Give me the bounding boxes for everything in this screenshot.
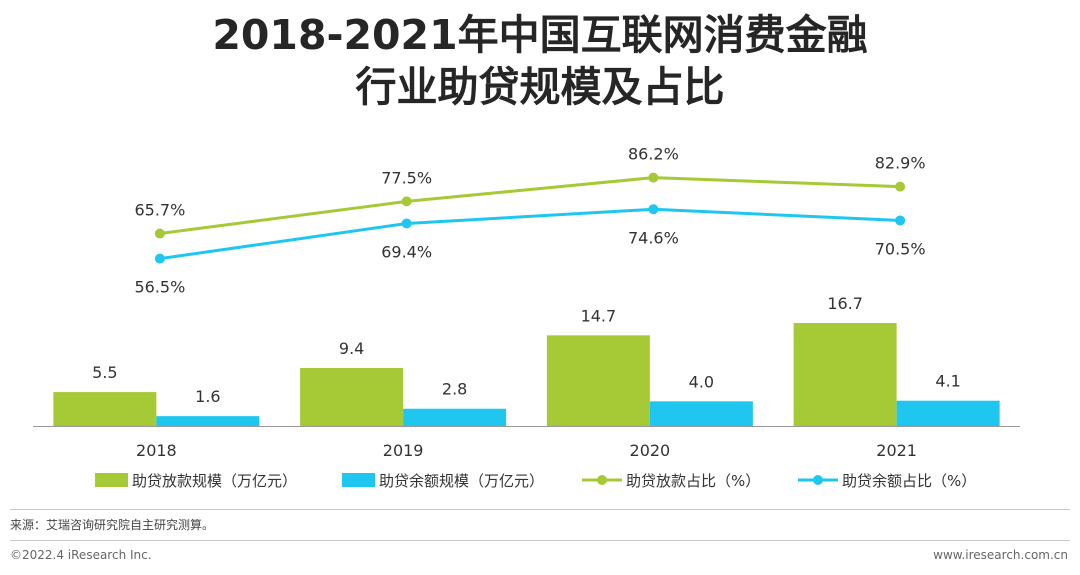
bar-loan-2018 <box>53 392 157 426</box>
bar-value-label-balance-2020: 4.0 <box>689 372 714 391</box>
line-value-label-loan-share-2018: 65.7% <box>134 201 185 220</box>
line-point-balance-share-2019 <box>401 218 412 229</box>
line-value-label-balance-share-2021: 70.5% <box>875 239 926 258</box>
line-point-loan-share-2018 <box>154 228 165 239</box>
divider-top <box>10 509 1070 510</box>
legend-swatch-2 <box>342 473 375 487</box>
bar-loan-2020 <box>546 335 650 426</box>
bar-value-label-loan-2020: 14.7 <box>581 306 617 325</box>
bar-value-label-balance-2018: 1.6 <box>195 387 220 406</box>
legend-label-1: 助贷放款规模（万亿元） <box>132 472 297 490</box>
line-value-label-balance-share-2018: 56.5% <box>134 278 185 297</box>
website-link[interactable]: www.iresearch.com.cn <box>933 548 1068 562</box>
bar-value-label-loan-2018: 5.5 <box>92 363 117 382</box>
legend-label-2: 助贷余额规模（万亿元） <box>379 472 544 490</box>
chart-canvas: 5.5 1.6 2018 9.4 2.8 2019 14.7 4.0 2020 16.7 4.1 20… <box>33 145 1020 490</box>
bar-loan-2019 <box>300 368 404 426</box>
line-point-loan-share-2021 <box>895 181 906 192</box>
line-value-label-balance-share-2020: 74.6% <box>628 228 679 247</box>
bar-balance-2021 <box>896 400 1000 426</box>
bar-balance-2020 <box>649 401 753 426</box>
bar-balance-2018 <box>156 416 260 426</box>
line-value-label-loan-share-2021: 82.9% <box>875 154 926 173</box>
chart-title-line-2: 行业助贷规模及占比 <box>355 63 725 111</box>
bar-value-label-loan-2019: 9.4 <box>339 339 364 358</box>
bar-value-label-loan-2021: 16.7 <box>827 294 863 313</box>
bar-loan-2021 <box>793 323 897 426</box>
legend-label-3: 助贷放款占比（%） <box>626 472 760 490</box>
bar-value-label-balance-2021: 4.1 <box>935 372 960 391</box>
divider-bottom <box>10 540 1070 541</box>
x-tick-label-2021: 2021 <box>876 441 917 460</box>
copyright: ©2022.4 iResearch Inc. <box>10 548 152 562</box>
bar-balance-2019 <box>403 408 507 426</box>
line-point-balance-share-2021 <box>895 215 906 226</box>
legend-marker-3 <box>597 475 607 485</box>
line-value-label-loan-share-2019: 77.5% <box>381 168 432 187</box>
bar-value-label-balance-2019: 2.8 <box>442 380 467 399</box>
line-point-loan-share-2020 <box>648 172 659 183</box>
line-balance-share <box>159 207 901 261</box>
line-point-loan-share-2019 <box>401 196 412 207</box>
x-tick-label-2018: 2018 <box>136 441 177 460</box>
line-loan-share <box>159 176 901 236</box>
x-tick-label-2020: 2020 <box>630 441 671 460</box>
line-point-balance-share-2018 <box>154 253 165 264</box>
legend-swatch-1 <box>95 473 128 487</box>
legend-label-4: 助贷余额占比（%） <box>842 472 976 490</box>
chart-title-line-1: 2018-2021年中国互联网消费金融 <box>212 11 868 59</box>
line-point-balance-share-2020 <box>648 204 659 215</box>
line-value-label-loan-share-2020: 86.2% <box>628 145 679 164</box>
line-value-label-balance-share-2019: 69.4% <box>381 242 432 261</box>
source-note: 来源：艾瑞咨询研究院自主研究测算。 <box>10 518 215 532</box>
legend-marker-4 <box>813 475 823 485</box>
x-tick-label-2019: 2019 <box>383 441 424 460</box>
